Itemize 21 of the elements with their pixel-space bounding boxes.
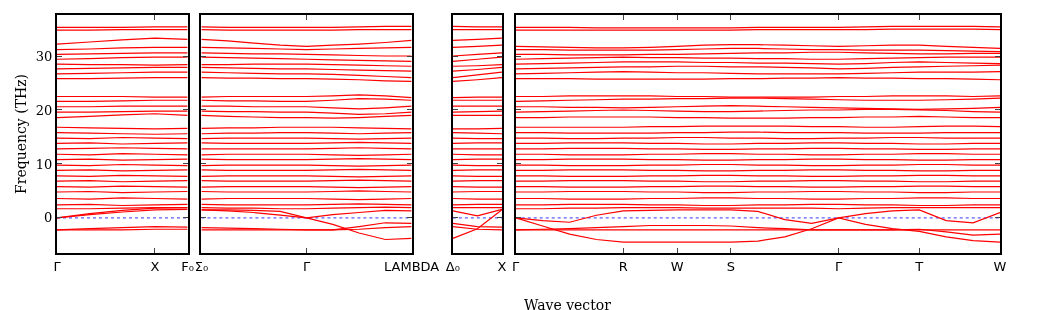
x-tick-label: T <box>914 258 924 274</box>
x-tick-label: Γ <box>302 258 311 274</box>
x-tick-label: F₀ <box>181 258 194 274</box>
y-tick-label: 30 <box>35 48 53 64</box>
x-tick-label: W <box>993 258 1007 274</box>
x-tick-label: Γ <box>834 258 843 274</box>
x-tick-label: Γ <box>512 258 521 274</box>
y-tick-label: 20 <box>35 102 53 118</box>
x-tick-label: Γ <box>53 258 62 274</box>
y-axis-title: Frequency (THz) <box>12 73 29 195</box>
x-tick-label: Σ₀ <box>194 258 209 274</box>
x-tick-label: X <box>150 258 160 274</box>
x-axis-title: Wave vector <box>524 297 612 310</box>
x-tick-label: Δ₀ <box>445 258 460 274</box>
x-tick-label: LAMBDA <box>383 258 440 274</box>
x-tick-label: X <box>497 258 507 274</box>
x-tick-label: R <box>618 258 628 274</box>
x-tick-label: W <box>670 258 684 274</box>
y-tick-label: 0 <box>44 210 53 226</box>
x-tick-label: S <box>726 258 736 274</box>
y-tick-label: 10 <box>35 156 53 172</box>
